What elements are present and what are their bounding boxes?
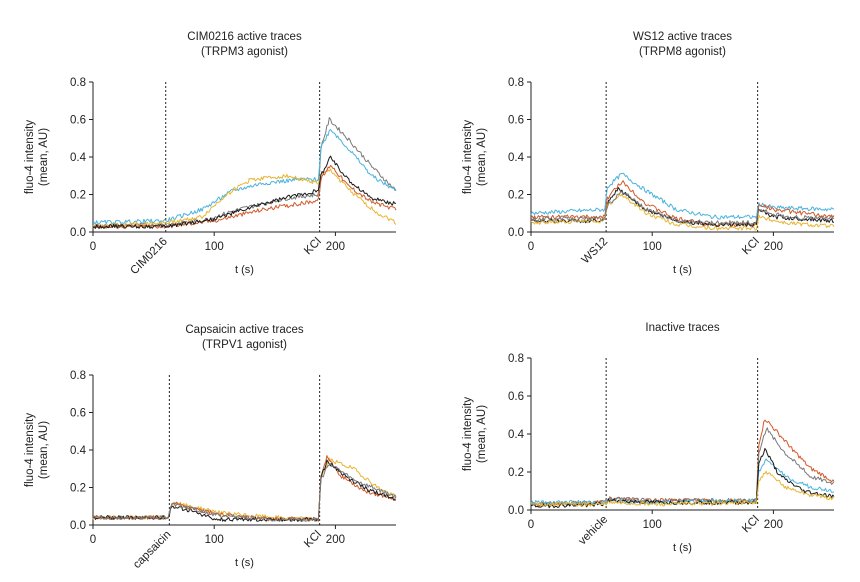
series-trace-yellow — [92, 168, 397, 229]
series-trace-grey — [92, 463, 397, 522]
event-label-1: vehicle — [576, 514, 610, 548]
chart-panel-1: CIM0216 active traces (TRPM3 agonist) fluo… — [24, 31, 397, 277]
chart-title-line-2: (TRPM3 agonist) — [201, 46, 288, 58]
series-trace-black — [92, 155, 397, 229]
x-tick-label: 0 — [90, 241, 96, 253]
series-trace-blue — [530, 172, 835, 220]
series-trace-blue — [92, 129, 397, 225]
chart-title-line-1: CIM0216 active traces — [187, 31, 302, 43]
event-label-2: KCl — [302, 529, 324, 551]
chart-panel-2: WS12 active traces (TRPM8 agonist) fluo-4 … — [462, 31, 835, 276]
series-trace-grey — [92, 117, 397, 229]
y-tick-label: 0.2 — [70, 483, 86, 495]
y-tick-label: 0.6 — [70, 408, 86, 420]
event-label-2: KCl — [740, 514, 762, 536]
chart-title-line-1: Capsaicin active traces — [185, 324, 303, 336]
series-trace-orange — [92, 455, 397, 522]
x-tick-label: 0 — [90, 534, 96, 546]
x-axis-label: t (s) — [673, 264, 692, 276]
event-label-1: CIM0216 — [128, 236, 169, 277]
y-axis-label-line-1: fluo-4 intensity — [462, 397, 474, 471]
y-tick-label: 0.6 — [70, 115, 86, 127]
y-tick-label: 0.0 — [508, 227, 524, 239]
event-label-1: capsaicin — [131, 529, 173, 571]
y-tick-label: 0.6 — [508, 391, 524, 403]
event-label-1: WS12 — [580, 236, 611, 267]
y-axis-label-line-1: fluo-4 intensity — [24, 120, 36, 194]
y-axis-label-line-2: (mean, AU) — [38, 128, 50, 186]
chart-title-line-2: (TRPM8 agonist) — [639, 46, 726, 58]
x-tick-label: 100 — [205, 241, 224, 253]
y-axis-label-line-1: fluo-4 intensity — [462, 120, 474, 194]
x-axis-label: t (s) — [235, 264, 254, 276]
series-trace-black — [92, 459, 397, 522]
event-label-2: KCl — [302, 236, 324, 258]
y-tick-label: 0.8 — [70, 370, 86, 382]
y-tick-label: 0.8 — [70, 77, 86, 89]
series-trace-orange — [530, 419, 835, 507]
y-tick-label: 0.0 — [70, 520, 86, 532]
x-tick-label: 100 — [205, 534, 224, 546]
y-tick-label: 0.4 — [70, 152, 87, 164]
y-tick-label: 0.4 — [508, 429, 525, 441]
y-tick-label: 0.0 — [70, 227, 86, 239]
x-axis-label: t (s) — [235, 557, 254, 569]
y-tick-label: 0.8 — [508, 353, 524, 365]
x-tick-label: 200 — [764, 519, 783, 531]
x-tick-label: 200 — [326, 241, 345, 253]
y-tick-label: 0.0 — [508, 505, 524, 517]
y-tick-label: 0.2 — [70, 190, 86, 202]
series-trace-grey — [530, 427, 835, 507]
x-tick-label: 100 — [643, 519, 662, 531]
series-trace-yellow — [530, 193, 835, 231]
y-tick-label: 0.2 — [508, 467, 524, 479]
y-axis-label-line-2: (mean, AU) — [38, 421, 50, 479]
y-axis-label-line-1: fluo-4 intensity — [24, 413, 36, 487]
x-tick-label: 200 — [326, 534, 345, 546]
series-trace-blue — [530, 458, 835, 505]
x-tick-label: 0 — [528, 241, 534, 253]
y-tick-label: 0.6 — [508, 115, 524, 127]
y-axis-label-line-2: (mean, AU) — [476, 128, 488, 186]
chart-panel-4: Inactive traces fluo-4 intensity (mean, AU… — [462, 322, 835, 554]
y-tick-label: 0.4 — [508, 152, 525, 164]
series-trace-yellow — [530, 470, 835, 507]
chart-title-line-1: WS12 active traces — [633, 31, 732, 43]
y-tick-label: 0.2 — [508, 190, 524, 202]
event-label-2: KCl — [740, 236, 762, 258]
y-axis-label-line-2: (mean, AU) — [476, 405, 488, 463]
x-tick-label: 0 — [528, 519, 534, 531]
x-axis-label: t (s) — [673, 542, 692, 554]
y-tick-label: 0.4 — [70, 445, 87, 457]
chart-title-line-1: Inactive traces — [645, 322, 719, 334]
chart-title-line-2: (TRPV1 agonist) — [202, 339, 287, 351]
series-trace-grey — [530, 191, 835, 226]
y-tick-label: 0.8 — [508, 77, 524, 89]
chart-panel-3: Capsaicin active traces (TRPV1 agonist) fl… — [24, 324, 397, 571]
series-trace-orange — [92, 165, 397, 229]
series-trace-yellow — [92, 457, 397, 522]
x-tick-label: 200 — [764, 241, 783, 253]
x-tick-label: 100 — [643, 241, 662, 253]
